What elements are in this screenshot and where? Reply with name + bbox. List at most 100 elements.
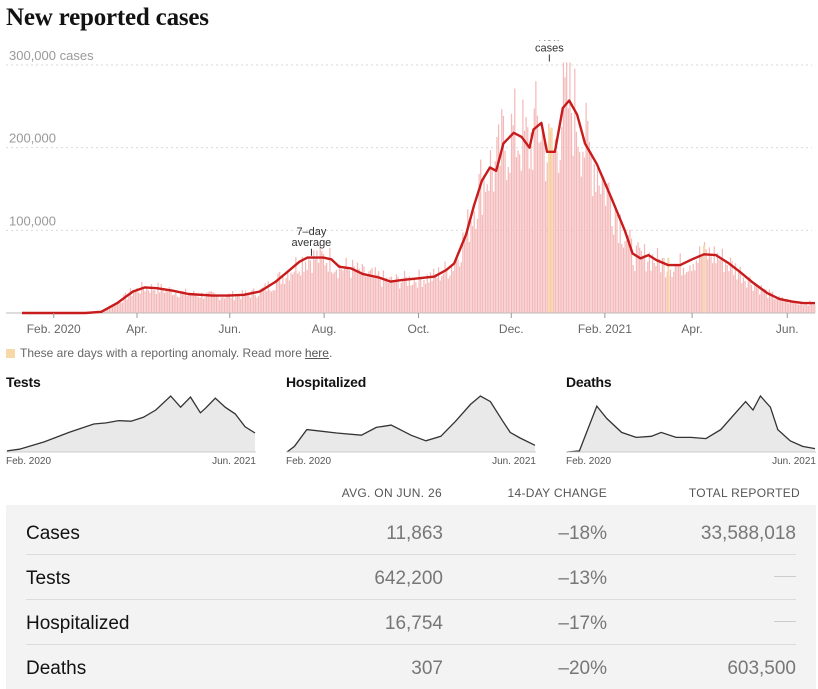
daily-case-bar — [532, 169, 534, 313]
anomaly-bar — [548, 127, 551, 314]
daily-case-bar — [209, 291, 211, 313]
header-change: 14-DAY CHANGE — [507, 486, 607, 500]
daily-case-bar — [653, 262, 655, 313]
daily-case-bar — [570, 112, 573, 313]
daily-case-bar — [569, 62, 571, 313]
daily-case-bar — [316, 250, 318, 313]
daily-case-bar — [632, 265, 634, 313]
daily-case-bar — [261, 287, 263, 313]
daily-case-bar — [468, 241, 470, 313]
daily-case-bar — [397, 276, 399, 313]
daily-case-bar — [497, 124, 500, 313]
small-chart-x-end: Jun. 2021 — [772, 456, 816, 467]
row-avg: 16,754 — [384, 613, 443, 634]
daily-case-bar — [736, 279, 738, 313]
daily-case-bar — [173, 294, 175, 313]
daily-case-bar — [118, 301, 120, 313]
daily-case-bar — [522, 99, 524, 313]
daily-case-bar — [105, 308, 107, 313]
daily-case-bar — [452, 271, 454, 313]
daily-case-bar — [515, 157, 518, 313]
daily-case-bar — [410, 285, 412, 313]
daily-case-bar — [757, 285, 759, 313]
daily-case-bar — [322, 253, 325, 313]
daily-case-bar — [280, 284, 282, 313]
daily-case-bar — [488, 190, 490, 313]
daily-case-bar — [564, 77, 566, 313]
daily-case-bar — [595, 191, 597, 313]
daily-case-bar — [139, 293, 141, 313]
summary-table: Cases 11,863 –18% 33,588,018 Tests 642,2… — [6, 505, 816, 689]
daily-case-bar — [592, 196, 594, 313]
daily-case-bar — [172, 295, 174, 313]
daily-case-bar — [783, 300, 785, 313]
daily-case-bar — [660, 272, 662, 313]
daily-case-bar — [154, 290, 156, 313]
daily-case-bar — [588, 142, 590, 313]
daily-case-bar — [128, 295, 130, 313]
daily-case-bar — [285, 277, 287, 313]
daily-case-bar — [162, 289, 164, 313]
daily-case-bar — [489, 150, 492, 313]
row-total-empty — [774, 576, 796, 577]
daily-case-bar — [196, 295, 198, 313]
daily-case-bar — [603, 176, 605, 313]
daily-case-bar — [460, 262, 462, 313]
row-change: –20% — [558, 658, 607, 679]
daily-case-bar — [405, 276, 407, 313]
daily-case-bar — [718, 259, 720, 313]
header-total: TOTAL REPORTED — [688, 486, 800, 500]
daily-case-bar — [621, 243, 623, 313]
daily-case-bar — [246, 293, 248, 313]
annotation-label: cases — [535, 43, 564, 55]
daily-case-bar — [536, 115, 539, 313]
daily-case-bar — [126, 299, 128, 313]
y-tick-label: 100,000 — [9, 213, 56, 228]
daily-case-bar — [389, 277, 391, 313]
daily-case-bar — [189, 294, 192, 313]
daily-case-bar — [259, 288, 261, 313]
daily-case-bar — [686, 272, 688, 313]
daily-case-bar — [776, 299, 779, 313]
daily-case-bar — [491, 170, 493, 313]
daily-case-bar — [436, 277, 438, 313]
daily-case-bar — [212, 292, 214, 313]
daily-case-bar — [583, 157, 586, 313]
daily-case-bar — [791, 301, 793, 313]
daily-case-bar — [639, 247, 641, 313]
daily-case-bar — [327, 271, 329, 313]
daily-case-bar — [110, 306, 112, 313]
x-tick-label: Aug. — [312, 322, 337, 336]
anomaly-note-link[interactable]: here — [304, 346, 329, 360]
daily-case-bar — [121, 302, 123, 313]
daily-case-bar — [640, 250, 642, 313]
daily-case-bar — [712, 263, 714, 313]
daily-case-bar — [472, 226, 474, 313]
chart-annotation: Newcases — [535, 40, 564, 62]
daily-case-bar — [371, 267, 373, 313]
daily-case-bar — [206, 292, 208, 313]
daily-case-bar — [403, 270, 406, 313]
daily-case-bar — [770, 292, 772, 313]
daily-case-bar — [272, 290, 274, 313]
daily-case-bar — [739, 266, 741, 313]
anomaly-bar — [667, 257, 670, 313]
daily-case-bar — [214, 293, 216, 313]
daily-case-bar — [423, 280, 425, 313]
daily-case-bar — [457, 259, 459, 313]
daily-case-bar — [809, 300, 811, 313]
daily-case-bar — [131, 295, 133, 313]
daily-case-bar — [630, 238, 633, 313]
daily-case-bar — [549, 131, 552, 313]
chart-title: New reported cases — [6, 4, 209, 31]
daily-case-bar — [671, 276, 673, 313]
daily-case-bar — [329, 247, 331, 313]
small-chart-title: Hospitalized — [286, 374, 367, 390]
daily-case-bar — [726, 264, 728, 313]
daily-case-bar — [781, 296, 783, 313]
daily-case-bar — [219, 300, 221, 313]
daily-case-bar — [342, 270, 344, 313]
daily-case-bar — [207, 291, 209, 313]
daily-case-bar — [627, 235, 629, 313]
daily-case-bar — [655, 266, 657, 313]
